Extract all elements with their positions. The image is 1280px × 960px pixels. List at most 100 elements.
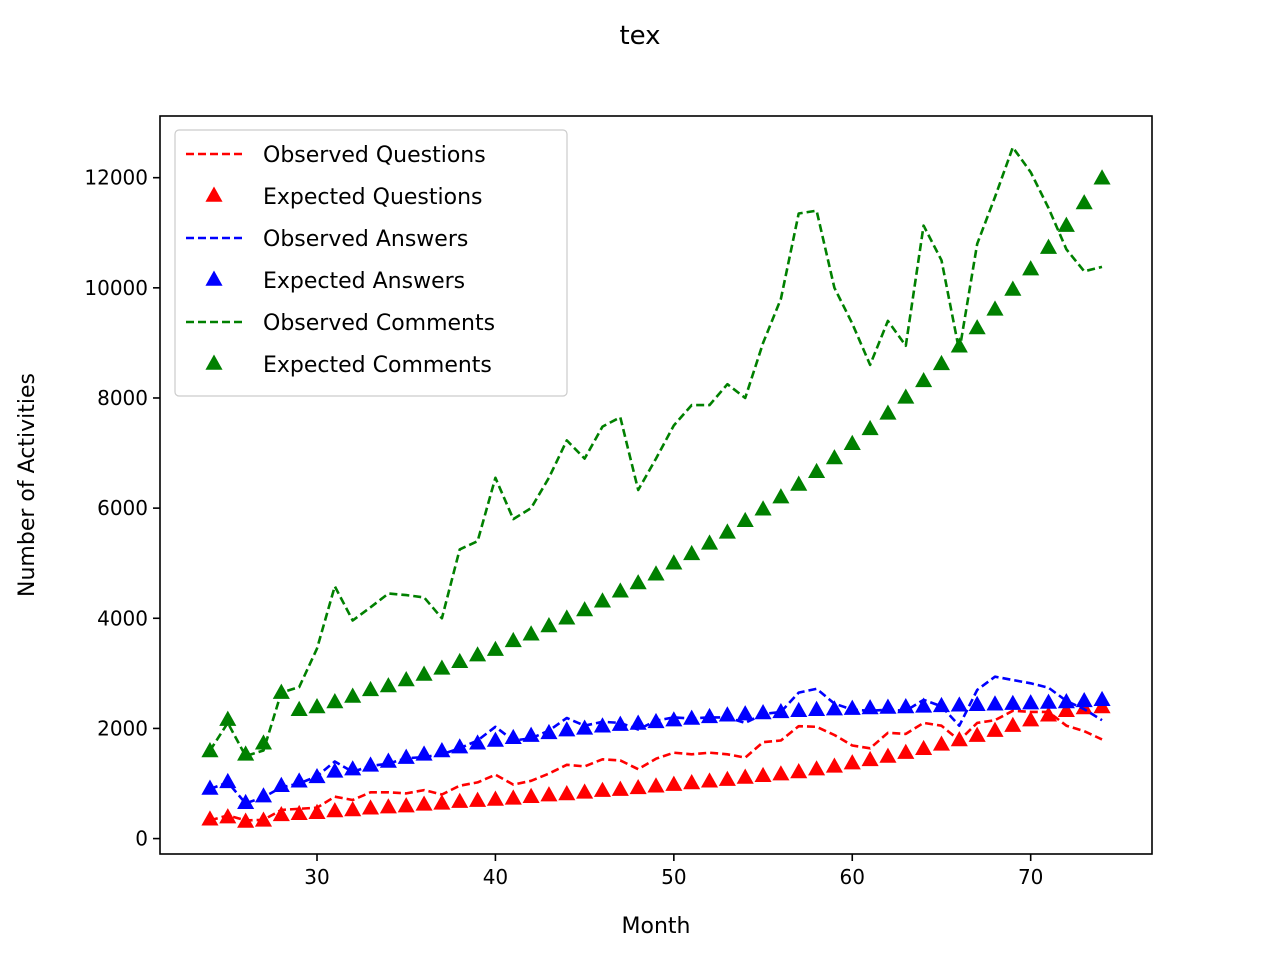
legend-item: Observed Answers bbox=[186, 227, 468, 252]
x-tick-label: 30 bbox=[304, 865, 329, 889]
x-tick-label: 40 bbox=[483, 865, 508, 889]
data-point bbox=[415, 795, 433, 811]
data-point bbox=[201, 742, 219, 758]
data-point bbox=[451, 738, 469, 754]
data-point bbox=[379, 677, 397, 693]
data-point bbox=[629, 714, 647, 730]
data-point bbox=[469, 646, 487, 662]
data-point bbox=[219, 772, 237, 789]
data-point bbox=[290, 772, 308, 788]
data-point bbox=[683, 709, 701, 725]
x-tick-label: 50 bbox=[661, 865, 686, 889]
data-point bbox=[451, 652, 469, 669]
data-point bbox=[433, 659, 451, 675]
data-point bbox=[415, 745, 433, 761]
data-point bbox=[1039, 706, 1058, 722]
data-point bbox=[254, 811, 273, 827]
data-point bbox=[611, 582, 629, 598]
data-point bbox=[718, 770, 736, 786]
x-tick-label: 60 bbox=[840, 865, 865, 889]
data-point bbox=[700, 707, 719, 724]
data-point bbox=[879, 404, 897, 420]
data-point bbox=[950, 731, 968, 747]
y-axis-label: Number of Activities bbox=[15, 373, 40, 597]
data-point bbox=[433, 794, 451, 810]
data-point bbox=[683, 774, 701, 790]
data-point bbox=[558, 721, 576, 737]
data-point bbox=[683, 544, 701, 561]
data-point bbox=[736, 768, 754, 784]
legend-label: Expected Comments bbox=[263, 353, 492, 378]
data-point bbox=[272, 683, 290, 699]
data-point bbox=[611, 780, 629, 796]
data-point bbox=[647, 565, 665, 581]
data-point bbox=[647, 777, 665, 793]
data-point bbox=[254, 787, 273, 803]
data-point bbox=[576, 601, 594, 617]
data-point bbox=[629, 574, 647, 590]
data-point bbox=[647, 712, 665, 729]
data-point bbox=[808, 462, 826, 479]
y-tick-label: 4000 bbox=[97, 606, 148, 630]
data-point bbox=[968, 319, 986, 335]
data-point bbox=[558, 609, 576, 625]
data-point bbox=[290, 804, 308, 821]
data-point bbox=[825, 757, 843, 773]
data-point bbox=[451, 792, 469, 808]
data-point bbox=[469, 734, 487, 750]
data-point bbox=[665, 711, 683, 727]
legend-label: Expected Questions bbox=[263, 185, 483, 210]
data-point bbox=[665, 554, 683, 570]
data-point bbox=[790, 475, 808, 491]
data-point bbox=[790, 762, 808, 779]
legend-label: Observed Questions bbox=[263, 143, 486, 168]
data-point bbox=[879, 747, 897, 763]
data-point bbox=[522, 726, 540, 742]
legend-marker-swatch bbox=[205, 270, 223, 286]
y-tick-label: 8000 bbox=[97, 386, 148, 410]
data-point bbox=[326, 802, 344, 818]
data-point bbox=[861, 750, 879, 767]
data-point bbox=[397, 748, 415, 764]
data-point bbox=[808, 700, 826, 716]
data-point bbox=[754, 500, 772, 516]
data-point bbox=[593, 592, 612, 608]
data-point bbox=[361, 799, 380, 815]
data-point bbox=[272, 776, 290, 792]
data-point bbox=[326, 762, 344, 778]
legend: Observed Questions Expected Questions Obse… bbox=[174, 129, 568, 397]
legend-item: Expected Comments bbox=[205, 353, 492, 378]
chart-title: tex bbox=[619, 21, 660, 51]
data-point bbox=[915, 697, 933, 713]
data-point bbox=[326, 693, 344, 709]
data-point bbox=[486, 790, 504, 806]
y-tick-label: 10000 bbox=[84, 276, 148, 300]
data-point bbox=[1039, 238, 1058, 254]
data-point bbox=[486, 640, 504, 656]
legend-label: Observed Comments bbox=[263, 311, 495, 336]
data-point bbox=[522, 787, 540, 803]
data-point bbox=[932, 696, 951, 713]
data-point bbox=[504, 631, 522, 648]
data-point bbox=[254, 734, 273, 750]
plot-area bbox=[201, 146, 1111, 828]
data-point bbox=[237, 812, 255, 828]
data-point bbox=[665, 775, 683, 791]
data-point bbox=[1057, 693, 1075, 709]
data-point bbox=[219, 710, 237, 726]
y-tick-label: 0 bbox=[135, 827, 148, 851]
data-point bbox=[1057, 701, 1075, 718]
series-markers-expected-questions bbox=[201, 698, 1111, 828]
data-point bbox=[915, 371, 933, 388]
legend-label: Expected Answers bbox=[263, 269, 465, 294]
data-point bbox=[469, 791, 487, 807]
data-point bbox=[843, 699, 861, 715]
legend-item: Observed Questions bbox=[186, 143, 486, 168]
data-point bbox=[237, 745, 255, 761]
data-point bbox=[825, 700, 843, 716]
data-point bbox=[986, 721, 1004, 737]
series-line-observed-comments bbox=[208, 146, 1103, 758]
y-tick-label: 2000 bbox=[97, 716, 148, 740]
data-point bbox=[754, 704, 772, 720]
